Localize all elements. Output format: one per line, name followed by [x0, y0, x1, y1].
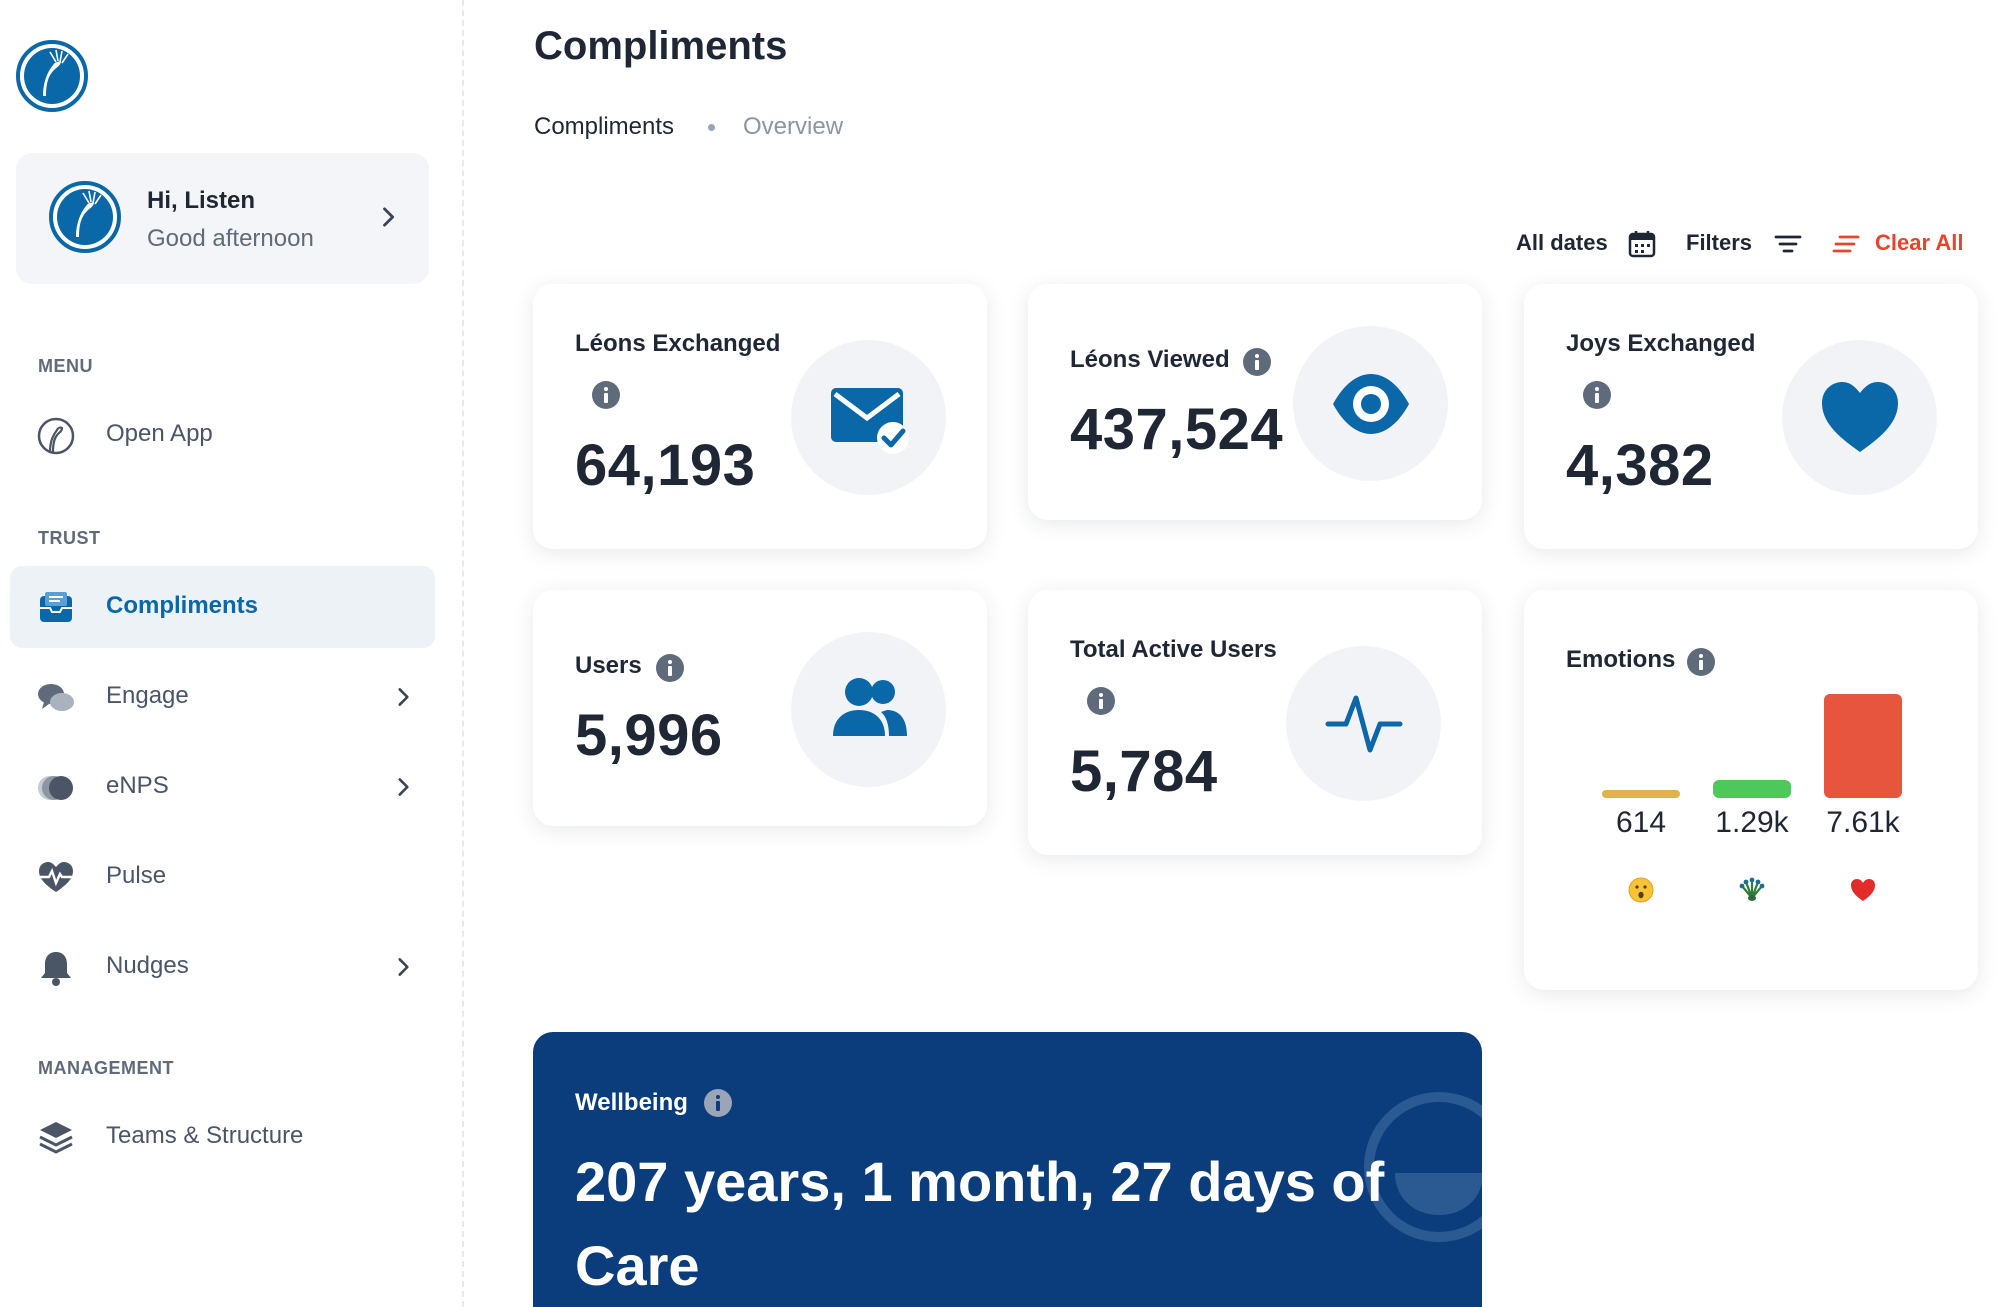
- stat-icon-bg: [1286, 646, 1441, 801]
- info-icon[interactable]: [1686, 647, 1716, 677]
- sidebar-item-label: Pulse: [106, 862, 167, 889]
- sidebar-item-label: Teams & Structure: [106, 1122, 304, 1149]
- smile-circle-icon: [1364, 1092, 1482, 1242]
- page-title: Compliments: [534, 24, 788, 68]
- trust-section-label: TRUST: [38, 528, 101, 548]
- clear-all-button[interactable]: Clear All: [1875, 230, 1964, 255]
- user-subtitle: Good afternoon: [147, 225, 314, 252]
- stat-card-leons-exchanged: Léons Exchanged 64,193: [533, 284, 987, 549]
- sidebar-item-label: Compliments: [106, 592, 259, 619]
- sidebar-item-label: Open App: [106, 420, 213, 447]
- stat-icon-bg: [791, 340, 946, 495]
- sidebar-item-label: Engage: [106, 682, 189, 709]
- stat-card-users: Users 5,996: [533, 590, 987, 826]
- stat-label: Total Active Users: [1070, 636, 1277, 663]
- sidebar-item-open-app[interactable]: Open App: [10, 394, 435, 476]
- activity-icon: [1325, 695, 1403, 753]
- info-icon[interactable]: [703, 1088, 733, 1118]
- chevron-right-icon: [398, 688, 409, 706]
- chat-bubbles-icon: [38, 684, 74, 711]
- management-section-label: MANAGEMENT: [38, 1058, 174, 1078]
- breadcrumb-compliments[interactable]: Compliments: [534, 113, 675, 140]
- stat-card-joys-exchanged: Joys Exchanged 4,382: [1524, 284, 1978, 549]
- stat-label: Joys Exchanged: [1566, 330, 1756, 357]
- breadcrumb-overview: Overview: [743, 113, 844, 140]
- red-heart-icon: [1851, 879, 1875, 901]
- peacock-icon: [1739, 877, 1765, 901]
- stat-label: Users: [575, 652, 642, 679]
- wellbeing-card: Wellbeing 207 years, 1 month, 27 days of…: [533, 1032, 1482, 1307]
- stat-value: 437,524: [1070, 397, 1284, 462]
- avatar: [49, 181, 121, 253]
- wellbeing-value: 207 years, 1 month, 27 days of Care: [575, 1150, 1385, 1297]
- stat-icon-bg: [1293, 326, 1448, 481]
- chevron-right-icon: [398, 958, 409, 976]
- emotion-value: 614: [1615, 806, 1667, 839]
- stat-value: 4,382: [1566, 433, 1714, 498]
- sidebar-item-engage[interactable]: Engage: [10, 656, 435, 738]
- clear-lines-icon[interactable]: [1830, 228, 1862, 260]
- toggle-circles-icon: [38, 776, 73, 800]
- stat-icon-bg: [1782, 340, 1937, 495]
- date-filter-button[interactable]: All dates: [1516, 230, 1608, 255]
- emotion-bar-heart[interactable]: [1824, 694, 1902, 798]
- stat-label: Léons Exchanged: [575, 330, 781, 357]
- info-icon[interactable]: [1086, 686, 1116, 716]
- sidebar-item-label: Nudges: [106, 952, 189, 979]
- stat-value: 64,193: [575, 433, 756, 498]
- filters-button[interactable]: Filters: [1686, 230, 1753, 255]
- sidebar-item-label: eNPS: [106, 772, 169, 799]
- layers-icon: [39, 1122, 73, 1154]
- user-greeting: Hi, Listen: [147, 187, 256, 214]
- surprised-face-icon: [1628, 877, 1654, 903]
- envelope-check-icon: [831, 388, 909, 454]
- sidebar: Hi, Listen Good afternoon MENU Open App …: [0, 0, 464, 1307]
- emotions-card: Emotions 614 1.29k 7.61k: [1524, 590, 1978, 990]
- info-icon[interactable]: [1242, 347, 1272, 377]
- stat-value: 5,996: [575, 703, 723, 768]
- calendar-icon[interactable]: [1626, 228, 1658, 260]
- wellbeing-label: Wellbeing: [575, 1089, 688, 1116]
- emotions-label: Emotions: [1566, 646, 1676, 673]
- chevron-right-icon: [383, 207, 395, 227]
- sidebar-item-teams-structure[interactable]: Teams & Structure: [10, 1096, 435, 1178]
- breadcrumb-separator: [708, 124, 715, 131]
- stat-value: 5,784: [1070, 739, 1218, 804]
- stat-label: Léons Viewed: [1070, 346, 1230, 373]
- info-icon[interactable]: [1582, 380, 1612, 410]
- chevron-right-icon: [398, 778, 409, 796]
- emotion-value: 1.29k: [1715, 806, 1789, 839]
- sidebar-item-nudges[interactable]: Nudges: [10, 926, 435, 1008]
- heart-icon: [1822, 382, 1898, 452]
- emotion-value: 7.61k: [1826, 806, 1900, 839]
- sidebar-item-compliments[interactable]: Compliments: [10, 566, 435, 648]
- info-icon[interactable]: [591, 380, 621, 410]
- stat-icon-bg: [791, 632, 946, 787]
- inbox-icon: [40, 592, 72, 622]
- sidebar-item-enps[interactable]: eNPS: [10, 746, 435, 828]
- open-app-icon: [37, 417, 75, 455]
- emotion-bar-peacock[interactable]: [1713, 780, 1791, 798]
- app-logo[interactable]: [16, 40, 88, 112]
- menu-section-label: MENU: [38, 356, 93, 376]
- users-icon: [833, 678, 907, 736]
- user-profile-card[interactable]: Hi, Listen Good afternoon: [16, 153, 429, 284]
- stat-card-leons-viewed: Léons Viewed 437,524: [1028, 284, 1482, 520]
- filter-lines-icon[interactable]: [1772, 228, 1804, 260]
- sidebar-item-pulse[interactable]: Pulse: [10, 836, 435, 918]
- emotion-bar-surprised[interactable]: [1602, 790, 1680, 798]
- heart-pulse-icon: [39, 862, 73, 892]
- info-icon[interactable]: [655, 653, 685, 683]
- stat-card-active-users: Total Active Users 5,784: [1028, 590, 1482, 855]
- eye-icon: [1333, 374, 1409, 434]
- bell-icon: [41, 952, 71, 986]
